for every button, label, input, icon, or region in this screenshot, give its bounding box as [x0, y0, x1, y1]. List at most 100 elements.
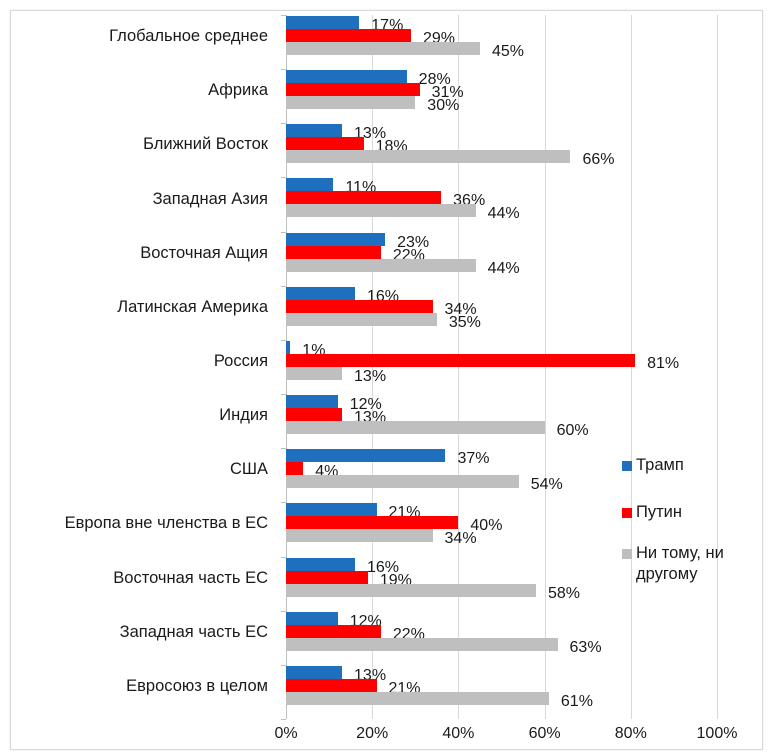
legend-label-putin: Путин [636, 503, 682, 521]
gridline [630, 15, 632, 719]
legend-item-neither: Ни тому, ни другому [622, 543, 724, 585]
category-label: Западная часть ЕС [119, 622, 268, 641]
category-tick [281, 719, 286, 720]
bar-neither [286, 366, 343, 380]
category-tick [281, 339, 286, 341]
bar-putin [286, 678, 377, 692]
gridline [717, 15, 718, 719]
data-label: 30% [427, 97, 460, 115]
data-label: 45% [491, 43, 524, 60]
bar-putin [286, 462, 304, 476]
data-label: 61% [560, 692, 593, 710]
category-tick [281, 502, 286, 504]
category-tick [281, 231, 286, 233]
legend-swatch-neither [622, 549, 632, 559]
category-tick [281, 610, 286, 612]
category-label: США [229, 460, 268, 479]
category-label: Восточная Ащия [140, 243, 268, 262]
category-label: Ближний Восток [143, 135, 268, 154]
bar-putin [286, 83, 420, 97]
bar-trump [286, 449, 446, 463]
category-tick [281, 15, 286, 16]
category-tick [281, 285, 286, 287]
x-tick-label: 80% [614, 725, 647, 742]
category-label: Африка [208, 81, 268, 100]
bar-putin [286, 299, 433, 313]
bar-trump [286, 16, 360, 29]
data-label: 13% [354, 367, 387, 385]
data-label: 28% [418, 71, 451, 89]
bar-neither [286, 691, 549, 705]
bar-neither [286, 475, 519, 489]
legend-item-trump: Трамп [622, 455, 684, 476]
category-label: Восточная часть ЕС [113, 568, 268, 587]
bar-neither [286, 150, 571, 164]
data-label: 40% [470, 517, 503, 535]
legend-label-trump: Трамп [636, 456, 684, 474]
data-label: 44% [487, 205, 520, 223]
data-label: 60% [556, 422, 589, 440]
bar-putin [286, 408, 343, 422]
category-label: Глобальное среднее [109, 27, 268, 46]
category-label: Индия [219, 406, 268, 425]
category-label: Западная Азия [152, 189, 268, 208]
chart-frame [10, 10, 763, 750]
bar-neither [286, 204, 476, 218]
bar-trump [286, 557, 355, 571]
bar-neither [286, 312, 437, 326]
bar-trump [286, 611, 338, 625]
data-label: 81% [647, 354, 680, 372]
bar-trump [286, 395, 338, 409]
bar-trump [286, 232, 386, 246]
category-label: Россия [213, 352, 268, 370]
data-label: 37% [457, 450, 490, 468]
bar-neither [286, 421, 545, 435]
legend-swatch-putin [622, 508, 632, 518]
data-label: 12% [349, 396, 382, 414]
data-label: 16% [366, 558, 399, 576]
bar-trump [286, 340, 291, 354]
gridline [544, 15, 546, 719]
x-tick-label: 0% [274, 725, 298, 742]
bar-putin [286, 516, 459, 530]
legend-item-putin: Путин [622, 502, 682, 523]
data-label: 63% [569, 638, 602, 656]
bar-neither [286, 258, 476, 272]
x-tick-label: 40% [442, 725, 475, 742]
category-tick [281, 556, 286, 558]
data-label: 58% [547, 584, 580, 602]
bar-neither [286, 583, 536, 597]
plot-area: 17% 29% 45% 28% 31% 30% 13% 18% 66% 11% 36% 44% 23% 2… [281, 15, 718, 720]
category-tick [281, 69, 286, 71]
bar-neither [286, 96, 416, 110]
bar-trump [286, 70, 407, 84]
data-label: 34% [444, 300, 477, 318]
data-label: 34% [444, 530, 477, 548]
bar-putin [286, 29, 411, 42]
x-tick-label: 100% [696, 725, 738, 742]
x-tick-label: 60% [528, 725, 561, 742]
bar-putin [286, 245, 381, 259]
bar-putin [286, 624, 381, 638]
data-label: 23% [397, 233, 430, 251]
category-tick [281, 664, 286, 666]
category-label: Латинская Америка [117, 297, 268, 316]
gridline [372, 15, 374, 719]
bar-putin [286, 191, 442, 205]
legend-label-neither: Ни тому, ни другому [636, 544, 724, 583]
category-tick [281, 448, 286, 450]
bar-trump [286, 124, 343, 138]
bar-neither [286, 42, 480, 55]
category-tick [281, 123, 286, 125]
bar-trump [286, 286, 355, 300]
bar-trump [286, 503, 377, 517]
bar-putin [286, 137, 364, 151]
bar-neither [286, 637, 558, 651]
data-label: 35% [448, 313, 481, 331]
legend-swatch-trump [622, 461, 632, 471]
bar-neither [286, 529, 433, 543]
data-label: 66% [582, 151, 615, 169]
category-tick [281, 394, 286, 396]
bar-trump [286, 178, 334, 192]
bar-putin [286, 353, 636, 367]
